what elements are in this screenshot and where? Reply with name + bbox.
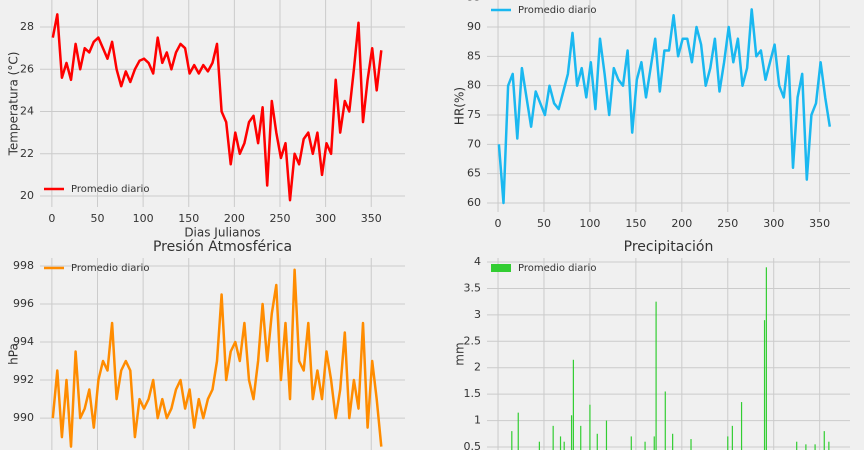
subplot: 60 65 70 75 80 85 90 95 0 50 100 150 200 250 300 350 HR(… xyxy=(453,0,850,230)
bar xyxy=(796,441,798,450)
y-axis-label: hPa xyxy=(7,343,21,365)
x-axis-label: Dias Julianos xyxy=(184,226,260,240)
bar xyxy=(727,436,729,450)
x-tick-label: 250 xyxy=(269,212,290,225)
bar xyxy=(559,436,562,450)
y-tick-label: 992 xyxy=(13,373,34,386)
y-tick-label: 994 xyxy=(13,335,34,348)
bar xyxy=(596,433,598,450)
legend-label: Promedio diario xyxy=(71,184,149,195)
x-tick-label: 100 xyxy=(133,212,154,225)
bar xyxy=(570,415,573,450)
legend-label: Promedio diario xyxy=(518,5,596,16)
bar xyxy=(805,444,807,450)
y-tick-label: 24 xyxy=(20,105,34,118)
x-tick-label: 0 xyxy=(48,212,55,225)
y-axis-label: HR(%) xyxy=(453,87,467,125)
bar xyxy=(517,412,519,450)
bar xyxy=(580,425,582,450)
y-axis-label: Temperatura (°C) xyxy=(7,52,21,157)
y-tick-label: 2.5 xyxy=(464,334,482,347)
data-line xyxy=(51,13,383,202)
y-tick-label: 28 xyxy=(20,20,34,33)
bar xyxy=(740,402,743,450)
bar xyxy=(814,444,816,450)
y-tick-label: 0.5 xyxy=(464,440,482,450)
bar xyxy=(644,441,646,450)
bar xyxy=(589,404,591,450)
x-tick-label: 150 xyxy=(625,217,646,230)
legend-label: Promedio diario xyxy=(518,263,596,274)
chart-title: Presión Atmosférica xyxy=(153,239,292,255)
bar xyxy=(672,433,674,450)
bar xyxy=(605,420,608,450)
bar xyxy=(563,441,565,450)
bar xyxy=(572,359,574,450)
bar xyxy=(552,425,554,450)
y-tick-label: 990 xyxy=(13,411,34,424)
x-tick-label: 100 xyxy=(579,217,600,230)
y-tick-label: 4 xyxy=(474,255,481,268)
subplot: 990 992 994 996 998 Presión Atmosférica hPa Pro… xyxy=(7,239,405,450)
bar xyxy=(664,391,666,450)
y-tick-label: 1.5 xyxy=(464,387,482,400)
subplot: 0.5 1 1.5 2 2.5 3 3.5 4 Precipitación mm Promedio … xyxy=(453,239,850,450)
x-tick-label: 200 xyxy=(224,212,245,225)
y-tick-label: 20 xyxy=(20,189,34,202)
y-tick-label: 3 xyxy=(474,308,481,321)
y-tick-label: 22 xyxy=(20,147,34,160)
bar xyxy=(653,436,655,450)
bar xyxy=(765,267,767,450)
y-tick-label: 3.5 xyxy=(464,281,482,294)
legend-swatch xyxy=(491,264,511,272)
y-tick-label: 80 xyxy=(467,79,481,92)
y-tick-label: 75 xyxy=(467,108,481,121)
data-line xyxy=(497,8,832,205)
y-tick-label: 90 xyxy=(467,20,481,33)
y-axis-label: mm xyxy=(453,342,467,365)
y-tick-label: 65 xyxy=(467,167,481,180)
plot-area xyxy=(511,267,830,450)
y-tick-label: 95 xyxy=(467,0,481,4)
bar xyxy=(823,431,825,450)
bar xyxy=(655,301,657,450)
bar xyxy=(731,425,733,450)
y-tick-label: 70 xyxy=(467,137,481,150)
subplot: 20 22 24 26 28 0 50 100 150 200 250 300 350 Dias Juli… xyxy=(7,0,405,240)
y-tick-label: 996 xyxy=(13,297,34,310)
bar xyxy=(763,320,766,450)
bar xyxy=(630,436,632,450)
legend-label: Promedio diario xyxy=(71,263,149,274)
x-tick-label: 300 xyxy=(763,217,784,230)
x-tick-label: 250 xyxy=(717,217,738,230)
plot-area xyxy=(51,13,383,202)
plot-area xyxy=(51,268,383,448)
y-tick-label: 85 xyxy=(467,49,481,62)
y-tick-label: 60 xyxy=(467,196,481,209)
bar xyxy=(538,441,540,450)
y-tick-label: 998 xyxy=(13,259,34,272)
chart-title: Precipitación xyxy=(624,239,714,255)
bar xyxy=(511,431,513,450)
x-tick-label: 300 xyxy=(315,212,336,225)
bar xyxy=(828,441,830,450)
x-tick-label: 350 xyxy=(361,212,382,225)
y-tick-label: 26 xyxy=(20,62,34,75)
x-tick-label: 50 xyxy=(90,212,104,225)
x-tick-label: 0 xyxy=(495,217,502,230)
x-tick-label: 150 xyxy=(178,212,199,225)
y-tick-label: 2 xyxy=(474,361,481,374)
plot-area xyxy=(497,8,832,205)
x-tick-label: 350 xyxy=(809,217,830,230)
x-tick-label: 50 xyxy=(537,217,551,230)
x-tick-label: 200 xyxy=(671,217,692,230)
data-line xyxy=(51,268,383,448)
y-tick-label: 1 xyxy=(474,414,481,427)
bar xyxy=(690,439,692,450)
